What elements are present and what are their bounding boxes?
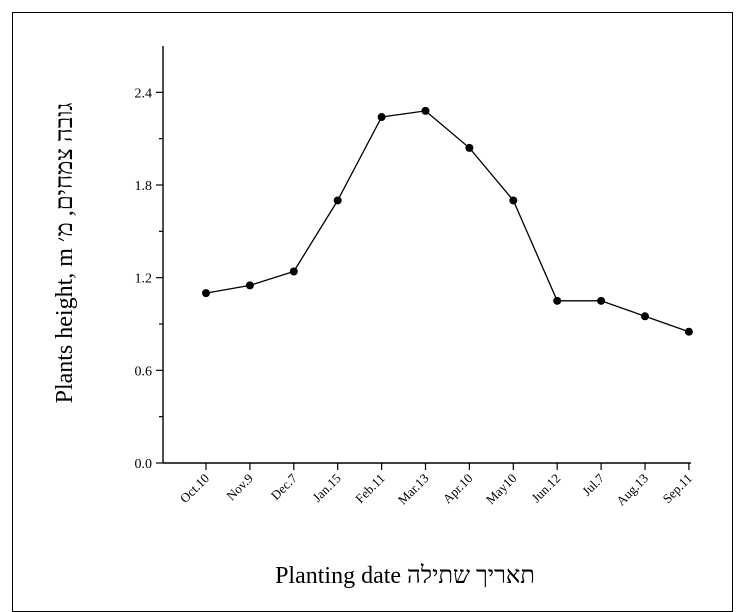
x-tick-label: Mar.13: [395, 471, 432, 508]
data-point: [509, 196, 518, 205]
y-tick-label: 1.8: [135, 179, 153, 194]
x-axis-title: Planting date תאריך שתילה: [275, 563, 535, 589]
data-point: [333, 196, 342, 205]
series-line: [205, 110, 690, 333]
x-tick-label: Apr.10: [440, 471, 476, 507]
x-tick-label: Jun.12: [528, 471, 563, 506]
x-tick-label: Sep.11: [659, 471, 695, 507]
data-point: [597, 296, 606, 305]
y-axis-title: Plants height, m גובה צמחים, מ׳: [52, 103, 78, 404]
series-group: [202, 106, 693, 336]
x-tick-label: Dec.7: [268, 470, 301, 503]
data-point: [684, 327, 693, 336]
x-tick-label: Jan.15: [309, 471, 343, 505]
data-point: [202, 289, 210, 298]
data-point: [289, 267, 298, 276]
data-point: [641, 312, 649, 321]
y-tick-label: 1.2: [135, 272, 153, 287]
x-tick-label: Jul.7: [579, 470, 608, 499]
x-tick-label: May10: [483, 471, 520, 508]
y-tick-label: 0.0: [135, 457, 153, 472]
data-point: [377, 113, 386, 122]
x-tick-label: Nov.9: [223, 471, 256, 504]
x-tick-label: Feb.11: [352, 471, 388, 507]
data-point: [245, 281, 254, 290]
x-tick-label: Oct.10: [177, 471, 212, 506]
y-tick-label: 0.6: [135, 364, 153, 379]
data-point: [553, 296, 562, 305]
x-tick-label: Aug.13: [613, 471, 651, 509]
data-point: [465, 143, 474, 152]
x-axis-ticks: Oct.10 Nov.9 Dec.7 Jan.15 Feb.11 Mar.13 Apr.10…: [177, 463, 695, 508]
y-tick-label: 2.4: [135, 86, 153, 101]
data-point: [421, 106, 430, 115]
axes: [162, 46, 691, 464]
y-axis-ticks: 0.0 0.6 1.2 1.8 2.4: [135, 86, 163, 472]
